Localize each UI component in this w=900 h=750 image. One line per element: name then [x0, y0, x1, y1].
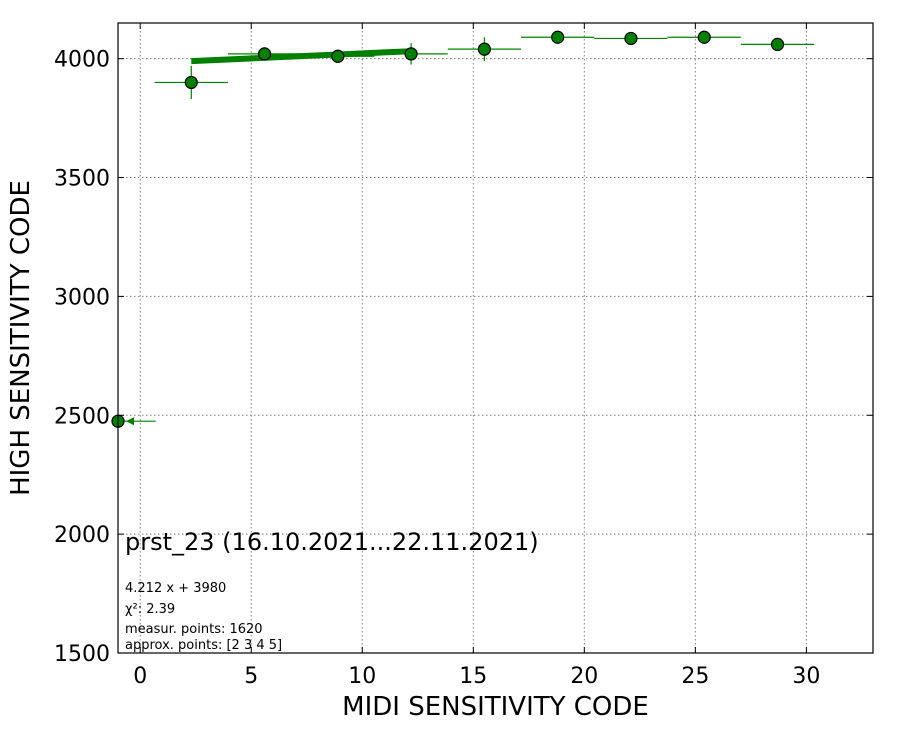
y-axis-label: HIGH SENSITIVITY CODE — [6, 180, 36, 496]
data-points — [111, 30, 815, 428]
axis-ticks: 0 5 10 15 20 25 30 1500 2000 2500 3000 3500 4000 — [54, 23, 873, 689]
grid-lines — [118, 23, 873, 654]
data-point — [740, 37, 815, 51]
x-tick-label: 20 — [570, 664, 598, 689]
plot-frame — [117, 22, 874, 654]
x-tick-label: 10 — [348, 664, 376, 689]
x-tick-label: 30 — [792, 664, 820, 689]
x-tick-label: 5 — [244, 664, 258, 689]
x-tick-label: 25 — [681, 664, 709, 689]
x-tick-label: 15 — [459, 664, 487, 689]
point-marker — [184, 75, 198, 90]
point-marker — [624, 31, 638, 46]
data-point — [521, 30, 595, 44]
y-tick-label: 1500 — [54, 642, 110, 667]
point-marker — [770, 37, 785, 51]
point-marker — [257, 47, 272, 61]
y-tick-label: 3000 — [54, 285, 110, 310]
point-marker — [331, 49, 345, 63]
y-tick-label: 3500 — [54, 167, 110, 192]
dataset-title: prst_23 (16.10.2021...22.11.2021) — [125, 528, 539, 556]
data-point — [301, 49, 375, 63]
x-tick-label: 0 — [133, 664, 147, 689]
data-point — [374, 43, 448, 65]
approx-points: approx. points: [2 3 4 5] — [125, 638, 282, 653]
measur-points: measur. points: 1620 — [125, 622, 263, 637]
point-marker — [551, 30, 565, 44]
data-point — [154, 65, 228, 100]
x-axis-label: MIDI SENSITIVITY CODE — [342, 692, 649, 722]
data-point — [227, 47, 302, 61]
chi2-value: χ²: 2.39 — [125, 602, 175, 617]
clip-arrow-marker — [126, 417, 134, 426]
data-point — [667, 30, 741, 44]
point-marker — [477, 42, 491, 56]
y-tick-label: 2500 — [54, 404, 110, 429]
y-tick-label: 2000 — [54, 523, 110, 548]
y-tick-label: 4000 — [54, 48, 110, 73]
point-marker — [404, 47, 418, 61]
data-point — [447, 37, 522, 62]
fit-equation: 4.212 x + 3980 — [125, 581, 226, 596]
point-marker — [697, 30, 711, 44]
data-point — [594, 31, 668, 46]
